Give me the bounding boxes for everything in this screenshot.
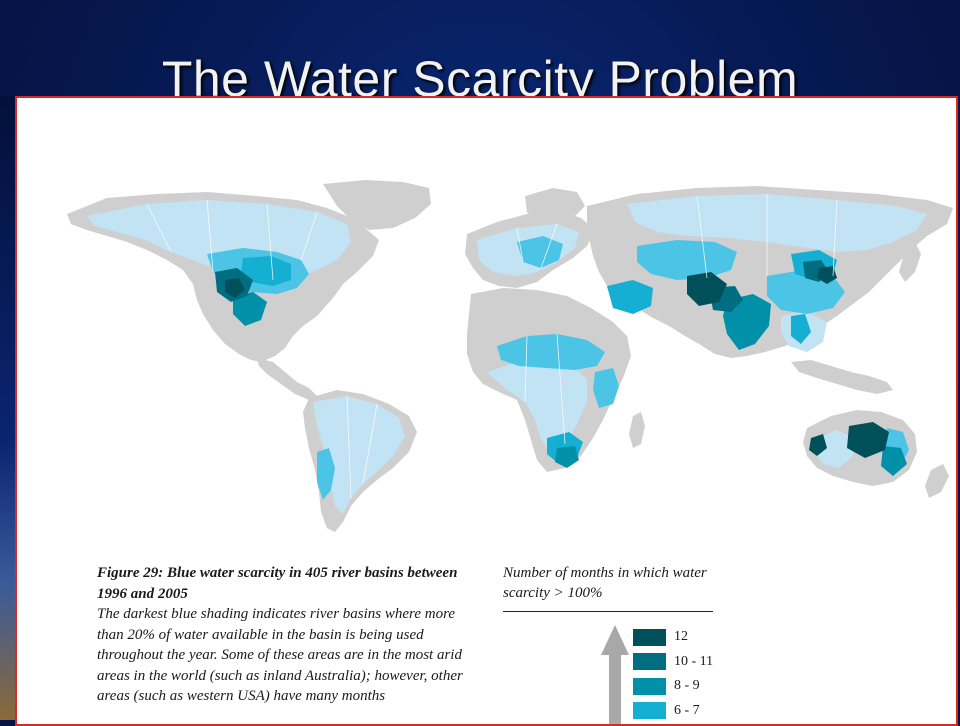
legend-swatch [633,653,666,671]
legend-label: 12 [674,629,688,645]
land-southeast-asia [791,360,893,394]
land-central-america [257,358,317,400]
basin-australia-west [809,434,827,456]
legend-swatch [633,628,666,646]
basin-southeast-asia-mid [791,314,811,344]
legend-label: 10 - 11 [674,653,714,669]
legend-title: Number of months in which water scarcity… [503,563,713,612]
basin-australia-inland [847,422,889,458]
figure-panel: Figure 29: Blue water scarcity in 405 ri… [15,96,958,726]
land-japan [899,242,921,282]
caption-text: The darkest blue shading indicates river… [97,606,463,704]
legend-label: 8 - 9 [674,678,700,694]
basin-mexico [233,292,267,326]
basin-africa-low [487,360,587,454]
land-greenland [323,180,431,230]
caption-title: Figure 29: Blue water scarcity in 405 ri… [97,565,458,602]
legend-swatch [633,677,666,695]
land-new-zealand [925,464,949,498]
basin-middle-east [607,280,653,314]
slide-background-strip [0,96,16,720]
legend-item: 8 - 9 [633,674,713,699]
figure-caption: Figure 29: Blue water scarcity in 405 ri… [97,563,467,707]
map-legend: Number of months in which water scarcity… [503,563,733,724]
legend-items: 12 10 - 11 8 - 9 6 - 7 [633,625,713,724]
basins-low [87,194,927,514]
basin-europe-central [517,236,563,268]
basin-mississippi [241,256,291,286]
basins-12 [225,266,889,458]
basin-indus [687,272,727,306]
basin-borders [146,194,838,499]
basin-central-asia [637,240,737,280]
basin-yellow-river [817,266,837,284]
legend-swatch [633,702,666,720]
basin-south-america-low [313,396,405,514]
land-scandinavia [525,188,585,226]
basin-andes [317,448,335,500]
basin-australia-southeast [881,446,907,476]
legend-item: 12 [633,625,713,650]
legend-arrow-icon [601,625,629,724]
world-map [67,180,953,532]
legend-label: 6 - 7 [674,702,700,718]
basin-sahel [497,334,605,370]
basin-south-africa [555,446,579,468]
basin-east-africa [593,368,619,408]
legend-item: 6 - 7 [633,699,713,724]
legend-item: 10 - 11 [633,650,713,675]
land-madagascar [629,412,645,448]
basin-southwest-usa [225,278,245,298]
basin-asia-north-low [627,194,927,252]
basins-8-9 [233,292,907,476]
